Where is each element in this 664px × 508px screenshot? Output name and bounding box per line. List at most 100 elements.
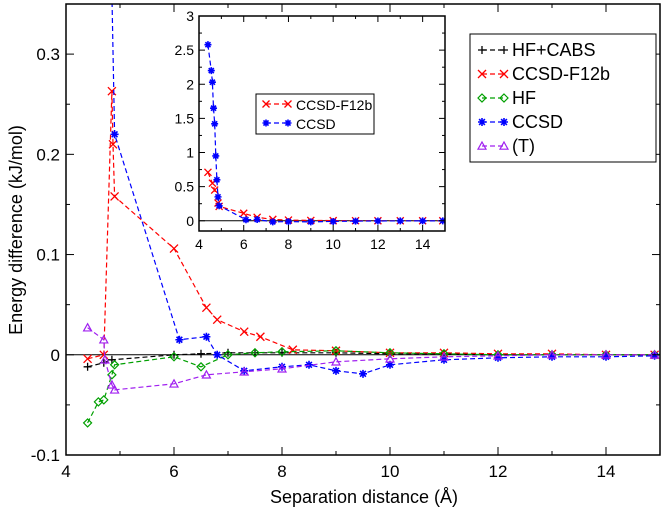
main-plot-frame: [65, 3, 661, 456]
main-series-group: [82, 4, 660, 428]
main-legend-label-ccsd-f12b: CCSD-F12b: [512, 64, 610, 84]
main-point-ccsd-f12b: [201, 303, 211, 313]
main-point-ccsd: [240, 366, 249, 375]
inset-legend-marker-ccsd: [284, 119, 292, 127]
inset-point-ccsd: [374, 217, 382, 225]
main-point-t: [600, 349, 612, 359]
inset-legend-label-ccsd: CCSD: [296, 116, 336, 132]
inset-point-ccsd: [214, 193, 222, 201]
main-point-ccsd-f12b: [212, 315, 222, 325]
main-line-t: [87, 327, 655, 391]
inset-x-tick-label: 10: [325, 236, 341, 252]
main-point-t: [330, 356, 342, 366]
inset-legend-marker-ccsd-f12b: [262, 100, 270, 108]
inset-point-ccsd: [204, 41, 212, 49]
main-point-ccsd-f12b: [239, 327, 249, 337]
main-point-hf: [331, 345, 341, 356]
inset-point-ccsd: [329, 217, 337, 225]
main-point-hf: [109, 359, 120, 370]
main-point-t: [492, 350, 504, 360]
inset-legend-box: [255, 93, 375, 135]
main-point-hf: [250, 347, 260, 358]
inset-legend-item-ccsd: CCSD: [262, 116, 336, 132]
x-axis-label: Separation distance (Å): [270, 487, 458, 507]
inset-y-tick-label: 2: [186, 76, 194, 92]
main-point-ccsd: [213, 350, 222, 359]
main-x-tick-label: 4: [61, 462, 70, 481]
main-legend-item-hf: HF: [477, 88, 536, 108]
inset-point-ccsd: [253, 216, 261, 224]
main-x-tick-label: 14: [597, 462, 616, 481]
main-point-ccsd: [494, 353, 502, 362]
main-legend-label-hf: HF: [512, 88, 536, 108]
main-legend-marker-hf: [499, 93, 509, 103]
inset-legend-marker-ccsd-f12b: [284, 100, 292, 108]
main-point-ccsd: [110, 130, 119, 139]
main-point-t: [201, 369, 212, 379]
inset-x-tick-label: 6: [240, 236, 248, 252]
main-point-hf: [196, 361, 206, 372]
main-point-hf: [82, 418, 93, 428]
main-point-t: [109, 384, 120, 394]
main-legend-marker-ccsd-f12b: [499, 69, 509, 79]
main-point-ccsd: [175, 335, 184, 344]
main-point-ccsd: [359, 369, 367, 378]
main-legend-marker-hf-cabs: [478, 46, 486, 54]
main-point-ccsd-f12b: [169, 244, 179, 254]
inset-point-ccsd: [215, 202, 223, 210]
main-line-ccsd: [111, 4, 655, 375]
inset-legend: CCSD-F12b CCSD: [255, 93, 375, 135]
inset-x-tick-label: 4: [195, 236, 203, 252]
main-legend-item-t: (T): [476, 136, 535, 156]
inset-point-ccsd: [207, 67, 215, 75]
main-point-t: [82, 322, 93, 332]
main-point-hf: [385, 347, 395, 358]
main-point-hf-cabs: [197, 349, 205, 358]
main-point-hf: [98, 395, 109, 405]
main-legend-marker-ccsd: [478, 118, 486, 126]
main-point-t: [546, 349, 558, 359]
main-legend-item-ccsd: CCSD: [478, 112, 563, 132]
main-x-tick-label: 8: [277, 462, 286, 481]
main-point-t: [106, 379, 117, 389]
inset-point-ccsd: [210, 104, 218, 112]
main-point-ccsd-f12b: [83, 354, 93, 364]
inset-point-ccsd: [242, 216, 250, 224]
main-point-ccsd: [202, 332, 211, 341]
main-ticks: 4 6 8 10 12 14-0.100.10.20.3: [31, 4, 661, 481]
main-line-hf: [87, 350, 655, 424]
main-point-ccsd-f12b: [255, 332, 265, 342]
main-point-ccsd-f12b: [288, 345, 298, 355]
main-point-ccsd: [386, 360, 394, 369]
inset-x-tick-label: 12: [370, 236, 386, 252]
main-point-hf-cabs: [107, 355, 116, 364]
inset-y-tick-label: 0.5: [175, 179, 195, 195]
inset-x-tick-label: 8: [285, 236, 293, 252]
inset-point-ccsd: [307, 218, 315, 226]
main-point-ccsd-f12b: [107, 86, 117, 96]
main-point-ccsd-f12b: [110, 191, 120, 201]
inset-legend-marker-ccsd: [262, 119, 270, 127]
inset-point-ccsd: [213, 176, 221, 184]
main-legend-label-hf-cabs: HF+CABS: [512, 40, 596, 60]
main-point-ccsd-f12b: [108, 139, 118, 149]
main-point-hf: [107, 369, 117, 380]
main-y-tick-label: 0.2: [36, 145, 60, 164]
main-plot: 4 6 8 10 12 14-0.100.10.20.3 Separation dista…: [6, 3, 661, 507]
main-point-t: [276, 363, 288, 373]
inset-point-ccsd-f12b: [239, 209, 248, 218]
main-legend-marker-t: [476, 140, 488, 150]
main-legend: HF+CABS CCSD-F12b HF CCSD (T): [469, 33, 657, 163]
inset-point-ccsd: [208, 78, 216, 86]
inset-ticks: 4 6 8 10 12 14 0 0.5 1 1.5 2 2.5 3: [175, 8, 446, 252]
inset-legend-items: CCSD-F12b CCSD: [262, 97, 372, 132]
main-y-tick-label: 0.3: [36, 45, 60, 64]
inset-point-ccsd: [212, 152, 220, 160]
main-legend-marker-ccsd-f12b: [477, 69, 487, 79]
main-y-tick-label: 0: [51, 346, 60, 365]
main-legend-label-t: (T): [512, 136, 535, 156]
main-legend-item-hf-cabs: HF+CABS: [478, 40, 596, 60]
main-series-t: [82, 322, 660, 394]
main-point-hf: [223, 349, 233, 360]
